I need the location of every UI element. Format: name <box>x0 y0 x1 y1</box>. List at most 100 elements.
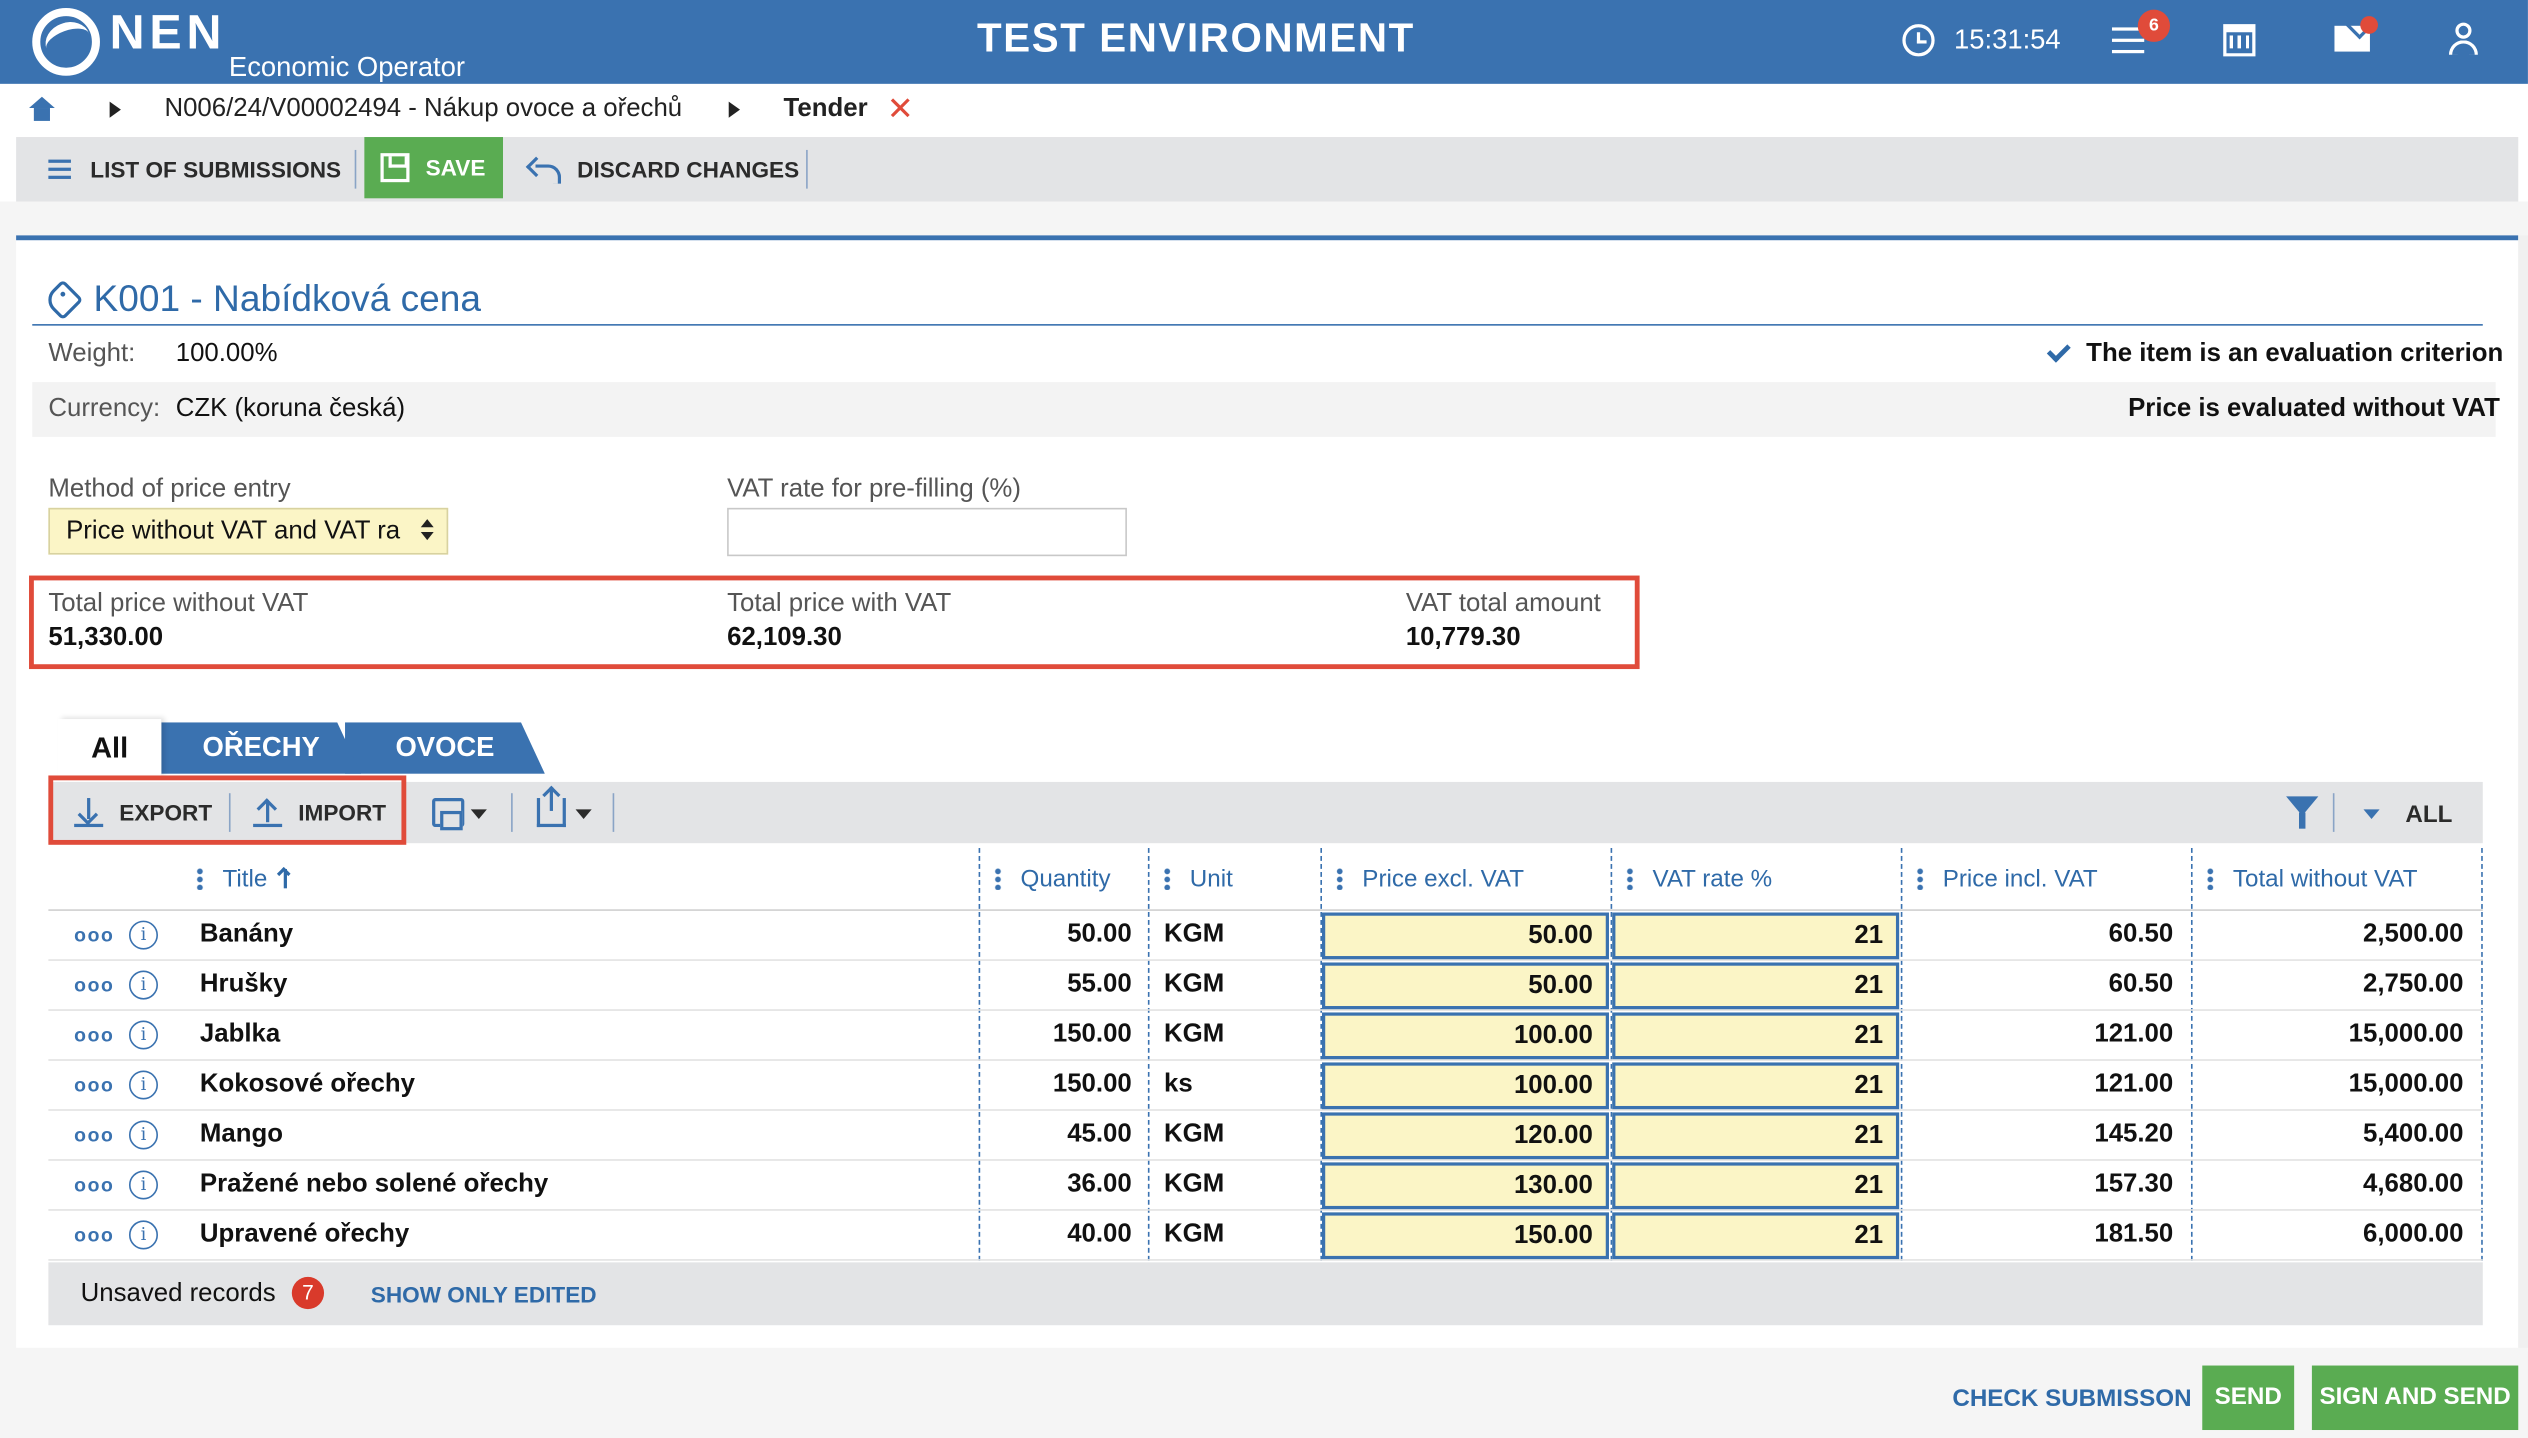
column-menu-icon[interactable] <box>1916 867 1924 890</box>
info-icon[interactable]: i <box>128 1120 158 1150</box>
table-row[interactable]: ooo i Banány 50.00 KGM 50.00 21 60.50 2,500.00 <box>48 911 2483 961</box>
price-excl-vat-input[interactable]: 50.00 <box>1322 962 1609 1010</box>
row-menu-icon[interactable]: ooo <box>74 1023 115 1047</box>
show-only-edited-link[interactable]: SHOW ONLY EDITED <box>370 1281 597 1308</box>
column-vat-rate-label: VAT rate % <box>1652 864 1773 893</box>
filter-scope-label[interactable]: ALL <box>2405 801 2453 829</box>
column-header-price-excl-vat[interactable]: Price excl. VAT <box>1336 848 1524 909</box>
tag-icon <box>42 278 84 320</box>
table-row[interactable]: ooo i Pražené nebo solené ořechy 36.00 KGM 13… <box>48 1161 2483 1211</box>
column-header-quantity[interactable]: Quantity <box>994 848 1111 909</box>
column-menu-icon[interactable] <box>196 867 204 890</box>
cell-total-without-vat: 5,400.00 <box>2363 1120 2464 1148</box>
scrollbar[interactable] <box>2518 235 2528 1348</box>
method-of-price-entry-select[interactable]: Price without VAT and VAT ra <box>48 507 449 555</box>
column-divider <box>1610 848 1613 1261</box>
logo-subtitle: Economic Operator <box>228 51 466 83</box>
divider <box>228 793 231 832</box>
vat-rate-input[interactable]: 21 <box>1612 1162 1900 1210</box>
price-excl-vat-input[interactable]: 50.00 <box>1322 912 1609 960</box>
info-icon[interactable]: i <box>128 970 158 1000</box>
chevron-down-icon[interactable] <box>575 809 592 819</box>
cell-title: Pražené nebo solené ořechy <box>199 1170 549 1198</box>
cell-title: Upravené ořechy <box>199 1220 410 1248</box>
menu-icon[interactable] <box>2111 27 2145 54</box>
vat-rate-input[interactable]: 21 <box>1612 1062 1900 1110</box>
info-icon[interactable]: i <box>128 920 158 950</box>
column-header-price-incl-vat[interactable]: Price incl. VAT <box>1916 848 2098 909</box>
sign-and-send-button[interactable]: SIGN AND SEND <box>2311 1365 2519 1431</box>
table-row[interactable]: ooo i Upravené ořechy 40.00 KGM 150.00 21 181.5… <box>48 1211 2483 1261</box>
column-header-vat-rate[interactable]: VAT rate % <box>1626 848 1773 909</box>
info-icon[interactable]: i <box>128 1020 158 1050</box>
price-excl-vat-input[interactable]: 100.00 <box>1322 1012 1609 1060</box>
chevron-down-icon[interactable] <box>470 809 487 819</box>
price-excl-vat-input[interactable]: 130.00 <box>1322 1162 1609 1210</box>
printer-icon[interactable] <box>432 798 465 831</box>
divider <box>48 909 2483 911</box>
divider <box>511 793 513 832</box>
row-menu-icon[interactable]: ooo <box>74 923 115 947</box>
filter-icon[interactable] <box>2286 796 2319 829</box>
column-header-title[interactable]: Title <box>196 848 287 909</box>
column-menu-icon[interactable] <box>1336 867 1343 890</box>
row-menu-icon[interactable]: ooo <box>74 973 115 997</box>
logo[interactable]: NEN <box>32 6 226 76</box>
price-excl-vat-input[interactable]: 120.00 <box>1322 1112 1609 1160</box>
table-row[interactable]: ooo i Kokosové ořechy 150.00 ks 100.00 21 121.0… <box>48 1061 2483 1111</box>
column-menu-icon[interactable] <box>1164 867 1171 890</box>
divider <box>806 149 808 189</box>
tab-orechy[interactable]: OŘECHY <box>161 722 362 774</box>
close-icon[interactable]: ✕ <box>886 91 914 128</box>
row-menu-icon[interactable]: ooo <box>74 1173 115 1197</box>
list-of-submissions-button[interactable]: LIST OF SUBMISSIONS <box>48 137 341 201</box>
breadcrumb-item-procurement[interactable]: N006/24/V00002494 - Nákup ovoce a ořechů <box>164 95 683 123</box>
cell-quantity: 36.00 <box>1067 1170 1132 1198</box>
cell-total-without-vat: 15,000.00 <box>2348 1070 2464 1098</box>
divider <box>2332 793 2335 832</box>
column-header-total-without-vat[interactable]: Total without VAT <box>2207 848 2417 909</box>
tab-all[interactable]: All <box>58 719 162 778</box>
share-icon[interactable] <box>536 788 566 828</box>
vat-prefill-input[interactable] <box>727 507 1127 557</box>
vat-rate-input[interactable]: 21 <box>1612 912 1900 960</box>
chevron-down-icon[interactable] <box>2363 809 2380 819</box>
column-header-unit[interactable]: Unit <box>1164 848 1233 909</box>
row-menu-icon[interactable]: ooo <box>74 1123 115 1147</box>
floppy-icon <box>380 153 410 183</box>
save-button[interactable]: SAVE <box>364 137 504 199</box>
info-icon[interactable]: i <box>128 1070 158 1100</box>
vat-rate-input[interactable]: 21 <box>1612 962 1900 1010</box>
column-menu-icon[interactable] <box>1626 867 1634 890</box>
check-submission-link[interactable]: CHECK SUBMISSON <box>1952 1384 2192 1413</box>
column-menu-icon[interactable] <box>994 867 1002 890</box>
vat-rate-input[interactable]: 21 <box>1612 1112 1900 1160</box>
table-row[interactable]: ooo i Mango 45.00 KGM 120.00 21 145.20 5,400.00 <box>48 1111 2483 1161</box>
vat-rate-input[interactable]: 21 <box>1612 1012 1900 1060</box>
send-button[interactable]: SEND <box>2202 1365 2295 1431</box>
row-menu-icon[interactable]: ooo <box>74 1073 115 1097</box>
tab-ovoce[interactable]: OVOCE <box>345 722 545 774</box>
calendar-icon[interactable] <box>2223 24 2256 57</box>
column-divider <box>2481 848 2483 1261</box>
divider <box>612 793 615 832</box>
info-icon[interactable]: i <box>128 1170 158 1200</box>
user-icon[interactable] <box>2448 22 2478 55</box>
table-row[interactable]: ooo i Hrušky 55.00 KGM 50.00 21 60.50 2,750.00 <box>48 961 2483 1011</box>
discard-changes-button[interactable]: DISCARD CHANGES <box>529 137 799 201</box>
vat-rate-input[interactable]: 21 <box>1612 1212 1900 1260</box>
info-icon[interactable]: i <box>128 1220 158 1250</box>
row-menu-icon[interactable]: ooo <box>74 1223 115 1247</box>
breadcrumb-item-tender[interactable]: Tender <box>783 95 868 123</box>
home-icon[interactable] <box>29 96 55 123</box>
table-row[interactable]: ooo i Jablka 150.00 KGM 100.00 21 121.00 15,000.… <box>48 1011 2483 1061</box>
price-excl-vat-input[interactable]: 150.00 <box>1322 1212 1609 1260</box>
save-label: SAVE <box>425 154 486 181</box>
discard-changes-label: DISCARD CHANGES <box>577 156 800 183</box>
price-excl-vat-input[interactable]: 100.00 <box>1322 1062 1609 1110</box>
import-button[interactable]: IMPORT <box>253 782 386 843</box>
vat-total-amount-value: 10,779.30 <box>1405 623 1521 652</box>
currency-row <box>32 382 2496 437</box>
export-button[interactable]: EXPORT <box>74 782 212 843</box>
column-menu-icon[interactable] <box>2207 867 2214 890</box>
